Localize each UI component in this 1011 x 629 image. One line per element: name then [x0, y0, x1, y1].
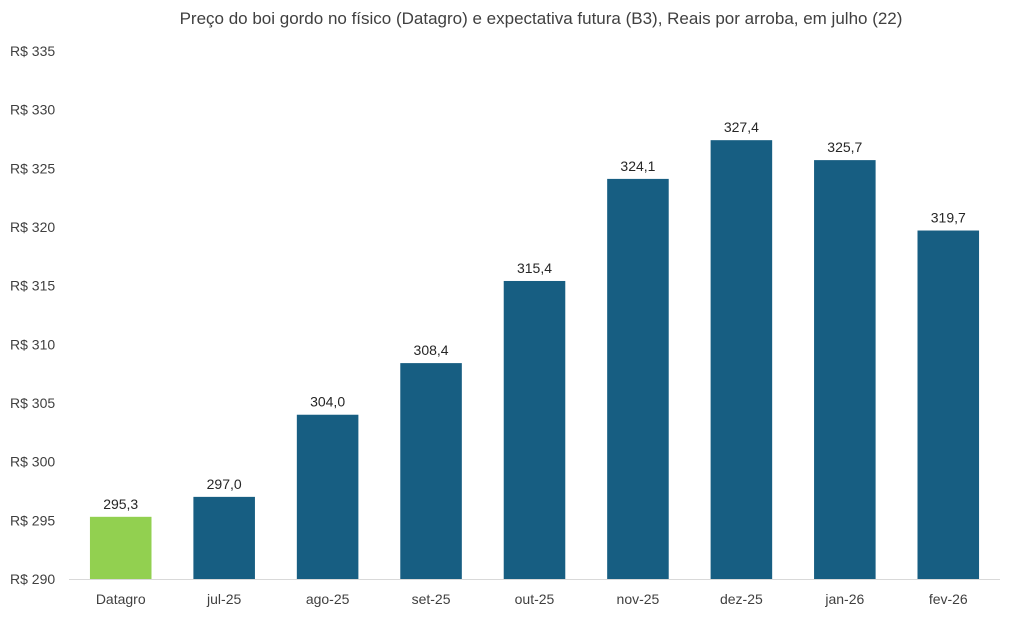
bar-value-label: 327,4: [724, 119, 759, 135]
x-tick-label: dez-25: [720, 591, 763, 607]
bars-group: [89, 140, 980, 580]
chart-title: Preço do boi gordo no físico (Datagro) e…: [180, 9, 903, 28]
y-tick-label: R$ 295: [10, 512, 55, 528]
y-tick-label: R$ 335: [10, 43, 55, 59]
bar: [400, 363, 462, 579]
x-tick-label: ago-25: [306, 591, 350, 607]
bar-value-label: 295,3: [103, 496, 138, 512]
bar: [503, 280, 566, 579]
bar: [607, 178, 669, 580]
bar: [710, 140, 773, 579]
bar-value-label: 324,1: [620, 158, 655, 174]
y-tick-label: R$ 320: [10, 219, 55, 235]
bar: [814, 160, 876, 579]
y-tick-label: R$ 300: [10, 454, 55, 470]
x-tick-label: fev-26: [929, 591, 968, 607]
x-tick-label: jul-25: [206, 591, 241, 607]
bar: [296, 414, 359, 579]
x-tick-label: Datagro: [96, 591, 146, 607]
y-tick-label: R$ 310: [10, 336, 55, 352]
x-tick-label: out-25: [515, 591, 555, 607]
bar-value-label: 304,0: [310, 394, 345, 410]
y-tick-label: R$ 325: [10, 160, 55, 176]
y-tick-label: R$ 290: [10, 571, 55, 587]
y-tick-label: R$ 305: [10, 395, 55, 411]
x-tick-label: jan-26: [824, 591, 864, 607]
x-axis: Datagro jul-25 ago-25 set-25 out-25 nov-25 dez…: [69, 579, 1000, 607]
y-axis: R$ 290 R$ 295 R$ 300 R$ 305 R$ 310 R$ 315 R$ 3…: [10, 43, 55, 587]
bar-value-label: 297,0: [207, 476, 242, 492]
bar: [89, 516, 152, 579]
bar-value-label: 315,4: [517, 260, 552, 276]
x-tick-label: set-25: [412, 591, 451, 607]
bar-value-label: 308,4: [414, 342, 449, 358]
bar-value-label: 319,7: [931, 210, 966, 226]
x-tick-label: nov-25: [617, 591, 660, 607]
data-labels-group: 295,3 297,0 304,0 308,4 315,4 324,1 327,4 325,7…: [103, 119, 966, 512]
y-tick-label: R$ 315: [10, 278, 55, 294]
bar: [917, 230, 980, 579]
y-tick-label: R$ 330: [10, 102, 55, 118]
bar-value-label: 325,7: [827, 139, 862, 155]
bar: [193, 496, 255, 579]
